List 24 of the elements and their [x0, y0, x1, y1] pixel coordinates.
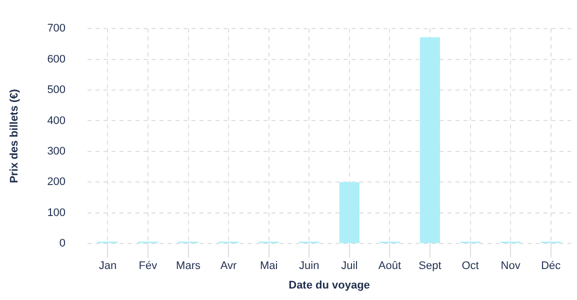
bar — [339, 182, 360, 244]
x-tick-label: Mai — [260, 260, 278, 272]
y-tick-label: 200 — [47, 176, 66, 188]
x-axis-title: Date du voyage — [288, 279, 370, 292]
y-tick-label: 400 — [47, 114, 66, 127]
x-tick-label: Oct — [462, 260, 479, 272]
y-tick-label: 600 — [47, 53, 66, 66]
x-tick-label: Nov — [500, 260, 521, 272]
y-axis-title: Prix des billets (€) — [8, 88, 21, 184]
bar — [420, 37, 440, 244]
y-tick-label: 700 — [47, 22, 66, 35]
x-tick-label: Juin — [299, 260, 320, 272]
x-tick-label: Jan — [98, 260, 117, 272]
x-tick-label: Juil — [341, 260, 358, 272]
x-tick-label: Sept — [418, 260, 442, 272]
y-tick-label: 500 — [47, 84, 66, 96]
y-tick-label: 100 — [47, 206, 66, 219]
y-tick-label: 300 — [47, 145, 66, 158]
y-tick-label: 0 — [59, 238, 66, 250]
x-tick-label: Août — [378, 260, 402, 272]
x-tick-label: Déc — [541, 260, 562, 272]
x-tick-label: Avr — [220, 260, 238, 272]
x-tick-label: Mars — [176, 260, 201, 272]
x-tick-label: Fév — [138, 260, 158, 272]
